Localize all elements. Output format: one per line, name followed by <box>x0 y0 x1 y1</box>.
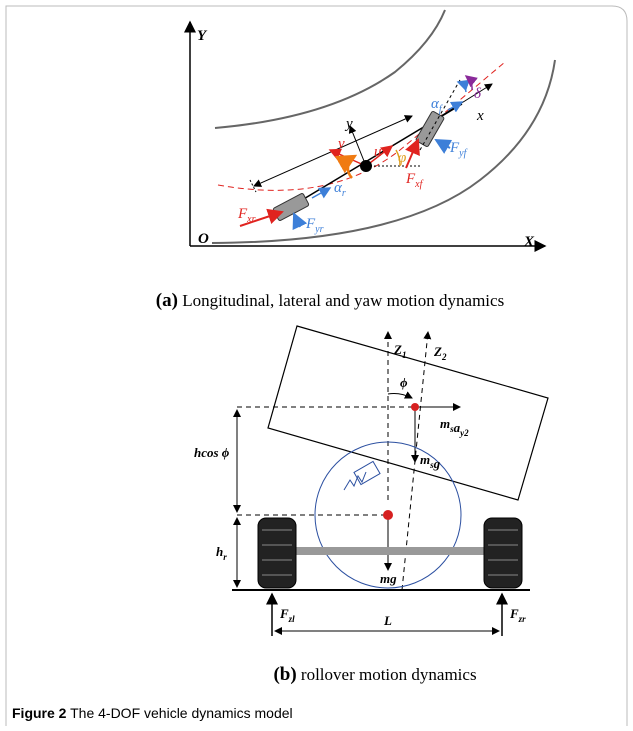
symbol-label: v <box>338 136 345 152</box>
symbol-subscript: zl <box>288 614 296 624</box>
symbol-text: u <box>374 144 382 160</box>
symbol-subscript: 2 <box>441 352 447 362</box>
symbol-label: hr <box>216 544 227 562</box>
symbol-text: h <box>216 544 223 559</box>
symbol-label: φ <box>398 150 406 166</box>
panel-b <box>232 326 548 636</box>
symbol-text: v <box>338 136 345 152</box>
symbol-subscript: f <box>439 104 443 115</box>
symbol-text: y <box>344 116 353 132</box>
symbol-label: msay2 <box>440 416 469 438</box>
figure-caption: Figure 2 The 4-DOF vehicle dynamics mode… <box>12 705 293 721</box>
symbol-text: F <box>279 606 289 621</box>
symbol-text: m <box>440 416 450 431</box>
figure: Y O X y x v u φ δ αf Fyf Fxf αr Fyr Fxr … <box>0 0 633 731</box>
symbol-text: L <box>383 613 392 628</box>
symbol-text: Z <box>393 342 402 357</box>
symbol-label: u <box>374 144 382 160</box>
symbol-label: mg <box>380 571 397 586</box>
symbol-text: F <box>509 606 519 621</box>
frame <box>6 6 627 726</box>
symbol-text: mg <box>380 571 397 586</box>
symbol-text: x <box>476 108 484 124</box>
symbol-text: g <box>433 456 441 471</box>
panel-a-caption: (a) Longitudinal, lateral and yaw motion… <box>156 290 504 311</box>
symbol-subscript: yr <box>314 224 323 235</box>
symbol-text: m <box>420 452 430 467</box>
symbol-label: αr <box>334 180 346 199</box>
symbol-text: Y <box>197 28 208 44</box>
symbol-subscript: y2 <box>459 428 469 438</box>
symbol-label: δ <box>474 86 482 102</box>
symbol-text: O <box>198 231 209 247</box>
symbol-label: L <box>383 613 392 628</box>
symbol-subscript: xr <box>246 214 255 225</box>
symbol-label: X <box>523 234 535 250</box>
symbol-label: msg <box>420 452 441 471</box>
symbol-label: Fxr <box>237 206 256 225</box>
symbol-subscript: xf <box>414 179 423 190</box>
symbol-text: hcos ϕ <box>194 445 230 460</box>
symbol-text: ϕ <box>400 375 408 390</box>
symbol-subscript: yf <box>458 148 467 159</box>
symbol-label: hcos ϕ <box>194 445 230 460</box>
symbol-label: ϕ <box>400 375 408 390</box>
symbol-text: δ <box>474 86 482 102</box>
symbol-label: Fzl <box>279 606 295 624</box>
symbol-subscript: 1 <box>402 350 407 360</box>
symbol-label: Fyr <box>305 216 324 235</box>
symbol-subscript: zr <box>518 614 527 624</box>
symbol-text: Z <box>433 344 442 359</box>
symbol-text: X <box>523 234 535 250</box>
symbol-label: Z1 <box>393 342 406 360</box>
symbol-label: Fzr <box>509 606 526 624</box>
symbol-label: Y <box>197 28 208 44</box>
symbol-subscript: r <box>223 552 227 562</box>
symbol-label: O <box>198 231 209 247</box>
symbol-label: x <box>476 108 484 124</box>
symbol-text: φ <box>398 150 406 166</box>
symbol-label: Fyf <box>449 140 468 159</box>
symbol-subscript: r <box>342 188 346 199</box>
panel-b-caption: (b) rollover motion dynamics <box>273 664 476 685</box>
symbol-label: Fxf <box>405 171 424 190</box>
symbol-label: y <box>344 116 353 132</box>
symbol-label: Z2 <box>433 344 447 362</box>
